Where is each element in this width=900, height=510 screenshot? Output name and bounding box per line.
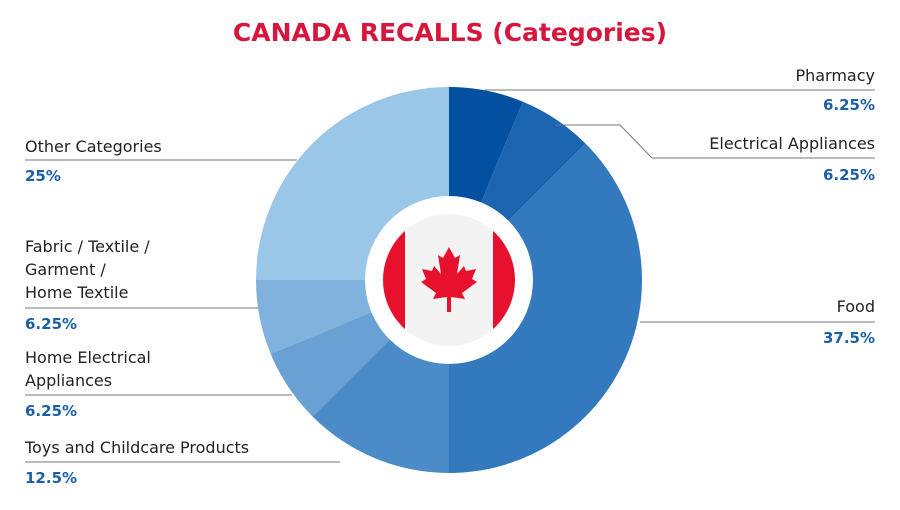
value-label: 6.25% bbox=[25, 315, 78, 333]
legend-label: Home Electrical Appliances bbox=[25, 348, 151, 390]
chart-title: CANADA RECALLS (Categories) bbox=[232, 18, 668, 47]
maple-leaf bbox=[421, 247, 477, 312]
legend-label: Fabric / Textile / Garment / Home Textil… bbox=[25, 237, 150, 302]
legend-label: Food bbox=[836, 297, 875, 316]
pie-slice bbox=[449, 143, 642, 474]
value-label: 6.25% bbox=[822, 96, 875, 114]
legend-label: Electrical Appliances bbox=[709, 134, 875, 153]
value-label: 6.25% bbox=[25, 402, 78, 420]
value-label: 12.5% bbox=[25, 469, 78, 487]
value-label: 37.5% bbox=[822, 329, 875, 347]
leader-line bbox=[555, 124, 875, 159]
legend-label: Other Categories bbox=[25, 137, 162, 156]
legend-label: Pharmacy bbox=[795, 66, 875, 85]
value-label: 25% bbox=[25, 167, 61, 185]
flag bbox=[383, 214, 515, 346]
legend-label: Toys and Childcare Products bbox=[25, 438, 250, 457]
value-label: 6.25% bbox=[822, 166, 875, 184]
